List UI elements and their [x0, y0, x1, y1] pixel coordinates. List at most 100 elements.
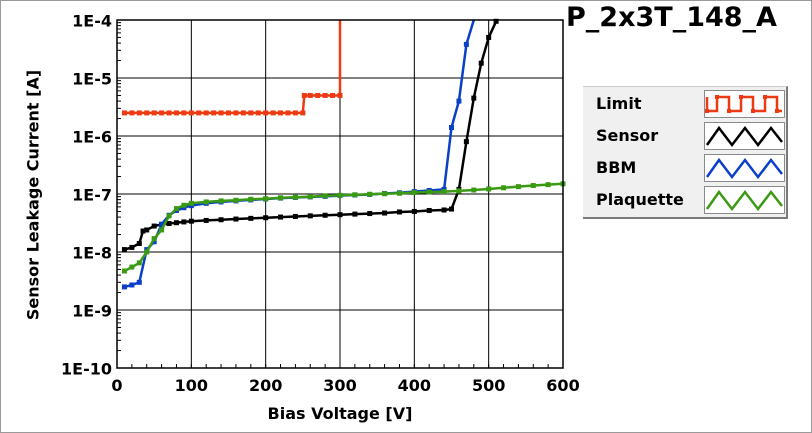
data-point-limit	[322, 92, 328, 98]
data-point-sensor	[166, 221, 172, 227]
data-point-plaquette	[121, 268, 127, 274]
legend-swatch-sensor[interactable]	[704, 122, 785, 150]
data-point-limit	[233, 110, 239, 116]
data-point-sensor	[478, 60, 484, 66]
data-point-limit	[144, 110, 150, 116]
data-point-plaquette	[367, 191, 373, 197]
y-tick-label: 1E-6	[72, 127, 112, 147]
data-point-plaquette	[136, 260, 142, 266]
legend-label: BBM	[596, 158, 637, 177]
data-point-plaquette	[173, 206, 179, 212]
data-point-limit	[136, 110, 142, 116]
data-point-limit	[255, 110, 261, 116]
data-point-limit	[285, 110, 291, 116]
legend-item-limit[interactable]: Limit	[583, 89, 786, 119]
data-point-plaquette	[471, 187, 477, 193]
data-point-plaquette	[322, 193, 328, 199]
data-point-plaquette	[501, 185, 507, 191]
data-point-limit	[173, 110, 179, 116]
data-point-sensor	[129, 244, 135, 250]
data-point-plaquette	[456, 188, 462, 194]
data-point-plaquette	[426, 189, 432, 195]
data-point-limit	[263, 110, 269, 116]
x-tick-label: 300	[323, 376, 357, 395]
data-point-sensor	[181, 219, 187, 225]
data-point-plaquette	[151, 236, 157, 242]
data-point-sensor	[471, 95, 477, 101]
data-point-limit	[301, 92, 307, 98]
data-point-sensor	[463, 139, 469, 145]
data-point-sensor	[411, 208, 417, 214]
y-tick-label: 1E-5	[72, 69, 112, 89]
data-point-sensor	[367, 211, 373, 217]
data-point-bbm	[456, 98, 462, 104]
data-point-sensor	[352, 211, 358, 217]
x-tick-label: 500	[471, 376, 506, 395]
data-point-sensor	[233, 216, 239, 222]
data-point-limit	[166, 110, 172, 116]
data-point-plaquette	[263, 196, 269, 202]
data-point-limit	[151, 110, 157, 116]
data-point-sensor	[218, 217, 224, 223]
legend-pattern-limit	[705, 95, 782, 113]
data-point-plaquette	[545, 182, 551, 188]
data-point-sensor	[121, 247, 127, 253]
data-point-sensor	[248, 215, 254, 221]
data-point-limit	[337, 92, 343, 98]
data-point-sensor	[151, 223, 157, 229]
legend-swatch-limit[interactable]	[704, 90, 785, 118]
legend-swatch-bbm[interactable]	[704, 154, 785, 182]
data-point-sensor	[486, 34, 492, 40]
data-point-plaquette	[181, 202, 187, 208]
data-point-sensor	[307, 213, 313, 219]
data-point-sensor	[292, 213, 298, 219]
y-tick-label: 1E-7	[72, 185, 112, 205]
data-point-bbm	[129, 282, 135, 288]
data-point-limit	[270, 110, 276, 116]
data-point-limit	[300, 110, 306, 116]
x-axis-label: Bias Voltage [V]	[267, 404, 413, 423]
data-point-sensor	[382, 210, 388, 216]
legend-item-bbm[interactable]: BBM	[583, 153, 786, 183]
data-point-limit	[330, 92, 336, 98]
legend-item-plaquette[interactable]: Plaquette	[583, 185, 786, 215]
data-point-sensor	[449, 206, 454, 212]
x-tick-label: 0	[111, 376, 123, 395]
legend-item-sensor[interactable]: Sensor	[583, 121, 786, 151]
data-point-plaquette	[337, 192, 343, 198]
x-tick-label: 100	[174, 376, 209, 395]
data-point-bbm	[463, 41, 469, 47]
data-point-sensor	[278, 214, 284, 220]
data-point-bbm	[159, 221, 165, 227]
data-point-limit	[307, 92, 313, 98]
data-point-plaquette	[292, 194, 298, 200]
data-point-limit	[159, 110, 165, 116]
data-point-limit	[292, 110, 298, 116]
y-tick-label: 1E-9	[72, 301, 112, 321]
x-tick-label: 200	[248, 376, 283, 395]
data-point-sensor	[493, 18, 499, 24]
data-point-plaquette	[233, 197, 239, 203]
data-point-limit	[203, 110, 209, 116]
data-point-sensor	[144, 227, 150, 233]
data-point-limit	[129, 110, 135, 116]
data-point-sensor	[337, 212, 343, 218]
data-point-sensor	[136, 241, 142, 247]
data-point-sensor	[263, 215, 269, 221]
legend-pattern-bbm	[705, 157, 783, 180]
data-point-plaquette	[144, 249, 150, 255]
data-point-sensor	[188, 218, 194, 224]
data-point-limit	[218, 110, 224, 116]
data-point-bbm	[136, 279, 142, 285]
data-point-limit	[226, 110, 231, 116]
legend-label: Sensor	[596, 126, 659, 145]
data-point-bbm	[151, 239, 157, 245]
data-point-plaquette	[129, 264, 135, 270]
legend-swatch-plaquette[interactable]	[704, 186, 785, 214]
plot-frame	[116, 19, 564, 369]
data-point-bbm	[121, 284, 127, 290]
x-tick-label: 400	[397, 376, 432, 395]
data-point-sensor	[203, 217, 209, 223]
data-point-plaquette	[352, 192, 358, 198]
